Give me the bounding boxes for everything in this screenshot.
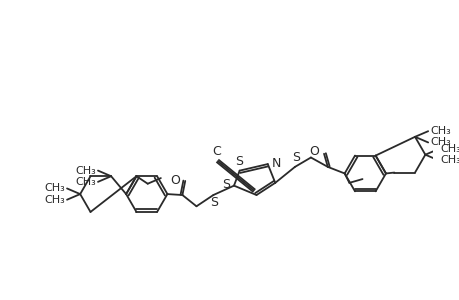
Text: S: S: [291, 151, 299, 164]
Text: CH₃: CH₃: [439, 144, 459, 154]
Text: CH₃: CH₃: [439, 155, 459, 165]
Text: CH₃: CH₃: [75, 177, 96, 187]
Text: C: C: [212, 145, 221, 158]
Text: O: O: [170, 173, 180, 187]
Text: O: O: [309, 146, 319, 158]
Text: CH₃: CH₃: [45, 195, 65, 205]
Text: CH₃: CH₃: [75, 166, 96, 176]
Text: CH₃: CH₃: [45, 184, 65, 194]
Text: CH₃: CH₃: [429, 137, 450, 147]
Text: N: N: [271, 157, 280, 169]
Text: S: S: [210, 196, 218, 209]
Text: S: S: [234, 155, 242, 168]
Text: S: S: [222, 178, 230, 191]
Text: CH₃: CH₃: [429, 126, 450, 136]
